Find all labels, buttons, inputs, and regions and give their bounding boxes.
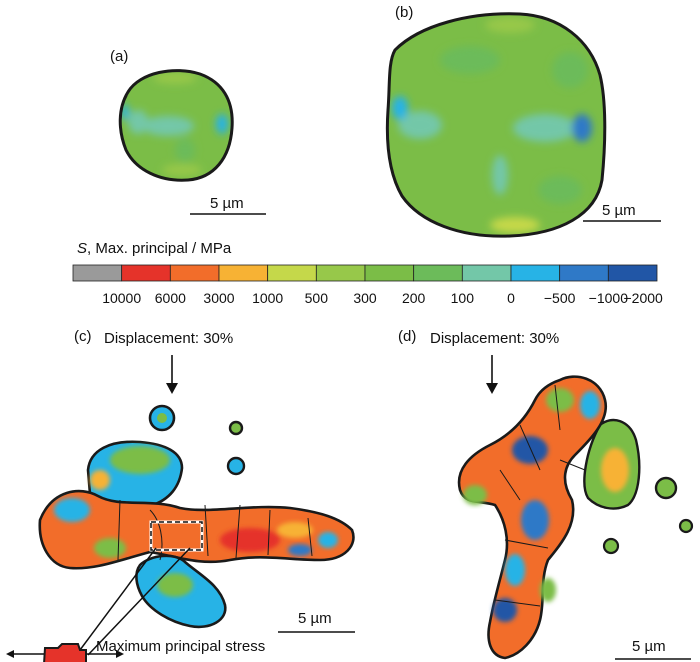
scalebar-label-b: 5 µm (602, 202, 636, 219)
colorbar (72, 264, 658, 282)
panel-label-a: (a) (110, 48, 129, 65)
colorbar-tick-label: 100 (450, 290, 475, 306)
colorbar-tick-label: 3000 (203, 290, 235, 306)
particle-b (385, 12, 607, 238)
inset-caption-c: Maximum principal stress (96, 638, 266, 655)
scalebar-label-d: 5 µm (632, 638, 666, 655)
scalebar-label-c: 5 µm (298, 610, 332, 627)
particle-cluster-c (38, 404, 355, 629)
colorbar-tick-label: −2000 (623, 290, 663, 306)
colorbar-swatch (72, 264, 123, 282)
colorbar-tick-label: 300 (353, 290, 377, 306)
inset-connector (79, 547, 157, 651)
colorbar-tick-label: 1000 (252, 290, 284, 306)
scalebar-label-a: 5 µm (210, 195, 244, 212)
colorbar-title: S, Max. principal / MPa (77, 240, 231, 257)
colorbar-title-text: , Max. principal / MPa (87, 240, 232, 257)
arrow-d (486, 355, 498, 394)
colorbar-swatch (169, 264, 220, 282)
colorbar-swatch (559, 264, 609, 282)
inset-stress-arrows (6, 650, 124, 658)
colorbar-symbol: S (77, 240, 88, 257)
colorbar-swatch (461, 264, 512, 282)
colorbar-swatch (364, 264, 415, 282)
colorbar-swatch (607, 264, 658, 282)
colorbar-tick-label: 6000 (154, 290, 186, 306)
panel-label-c: (c) (74, 328, 92, 345)
colorbar-tick-label: 200 (401, 290, 426, 306)
colorbar-swatch (218, 264, 269, 282)
colorbar-tick-label: 10000 (102, 290, 142, 306)
colorbar-swatch (510, 264, 561, 282)
colorbar-tick-label: 500 (304, 290, 329, 306)
arrow-c (166, 355, 178, 394)
colorbar-swatch (121, 264, 171, 282)
colorbar-swatch (267, 264, 317, 282)
colorbar-swatch (315, 264, 366, 282)
panel-title-c: Displacement: 30% (104, 330, 234, 347)
panel-title-d: Displacement: 30% (430, 330, 560, 347)
colorbar-tick-label: −500 (543, 290, 576, 306)
colorbar-tick-label: 0 (507, 290, 515, 306)
particle-a (118, 69, 234, 182)
panel-label-b: (b) (395, 4, 414, 21)
colorbar-swatch (413, 264, 463, 282)
inset-particle (43, 643, 87, 662)
colorbar-tick-label: −1000 (588, 290, 628, 306)
particle-cluster-d (457, 375, 694, 660)
panel-label-d: (d) (398, 328, 417, 345)
